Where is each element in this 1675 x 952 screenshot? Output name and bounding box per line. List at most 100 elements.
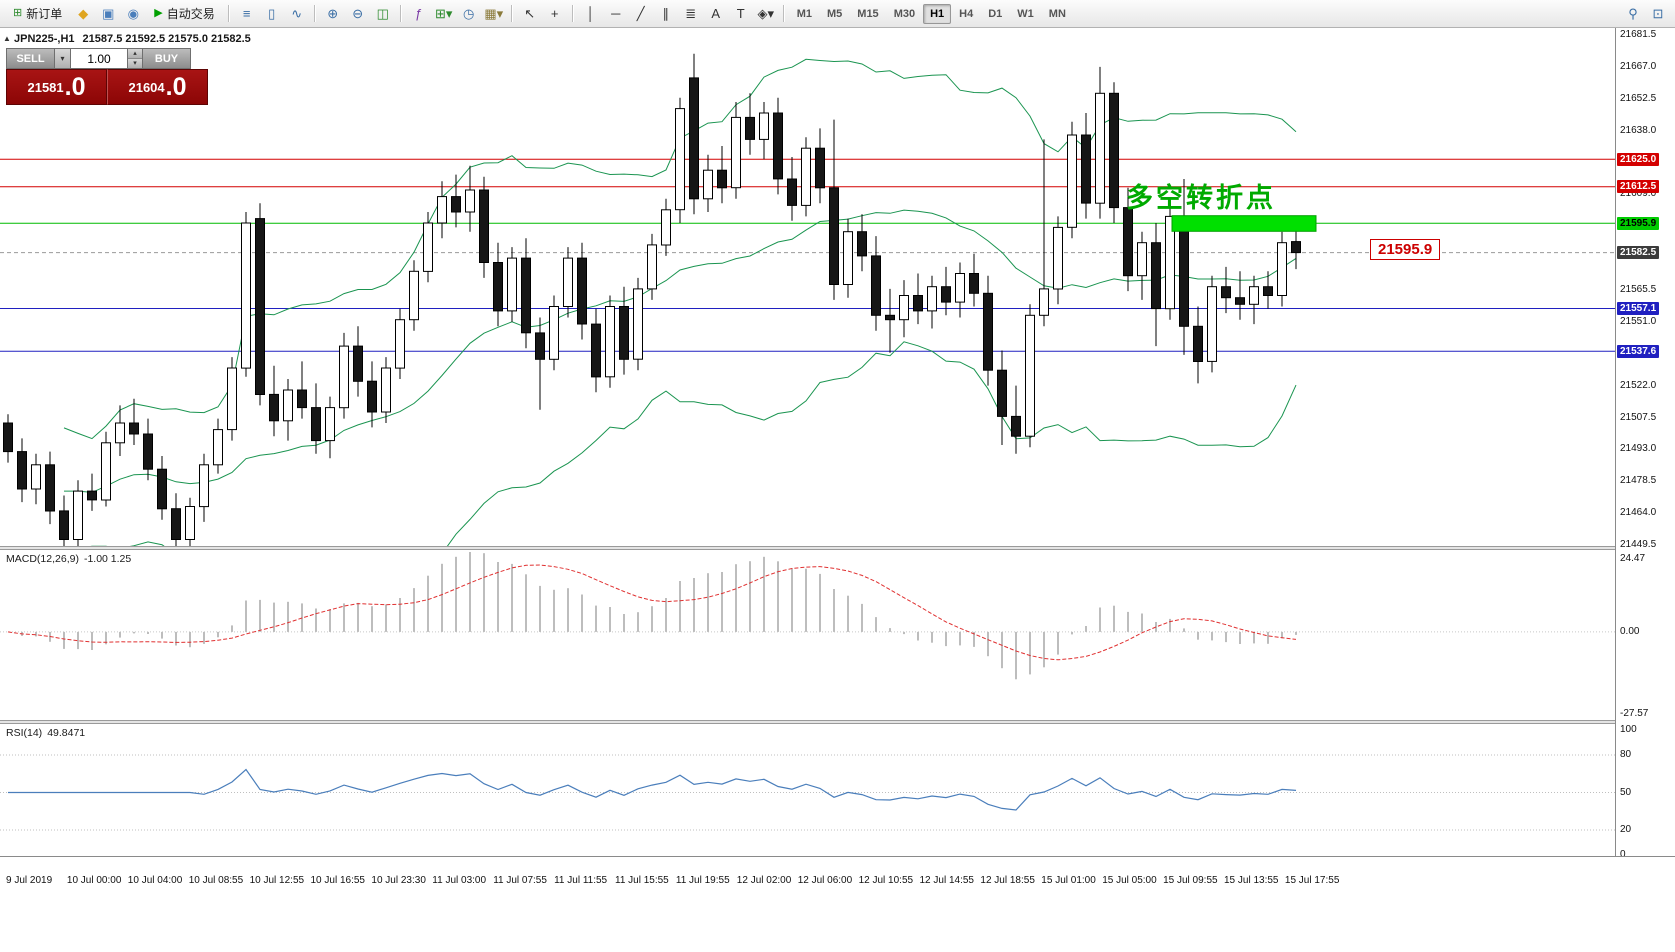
trendline-icon[interactable]: ╱ xyxy=(636,6,645,21)
candle-body xyxy=(1137,242,1147,277)
candle-body xyxy=(283,389,293,422)
zoom-out-icon[interactable]: ⊖ xyxy=(352,6,364,21)
time-axis-label: 11 Jul 03:00 xyxy=(432,875,487,886)
candle-body xyxy=(129,422,139,435)
timeframe-M1[interactable]: M1 xyxy=(796,7,812,20)
sell-price-box[interactable]: 21581.0 xyxy=(6,69,107,105)
macd-histogram xyxy=(21,552,1297,680)
candlestick-mode-icon[interactable]: ▯ xyxy=(268,6,276,21)
chart-annotation-text[interactable]: 多空转折点 xyxy=(1126,183,1276,214)
price-scale-badge: 21557.1 xyxy=(1617,301,1660,315)
rsi-indicator-pane[interactable]: RSI(14) 49.8471 xyxy=(0,724,1615,856)
label-icon[interactable]: T xyxy=(736,6,745,21)
tile-windows-icon[interactable]: ◫ xyxy=(376,6,389,21)
candle-body xyxy=(311,407,321,442)
candle-body xyxy=(1249,286,1259,305)
candle-body xyxy=(1291,241,1301,254)
price-scale-label: 21652.5 xyxy=(1620,92,1657,104)
horizontal-line-icon[interactable]: ─ xyxy=(611,6,621,21)
candle-body xyxy=(1123,207,1133,277)
channel-icon[interactable]: ∥ xyxy=(662,6,669,21)
line-chart-mode-icon[interactable]: ∿ xyxy=(291,6,303,21)
main-chart-pane[interactable]: ▲ JPN225-,H1 21587.5 21592.5 21575.0 2158… xyxy=(0,28,1615,546)
price-scale-badge: 21537.6 xyxy=(1617,344,1660,358)
text-icon[interactable]: A xyxy=(711,6,721,21)
templates-icon[interactable]: ▦▾ xyxy=(484,6,504,21)
highlight-rectangle[interactable] xyxy=(1171,215,1317,232)
timeframe-M5[interactable]: M5 xyxy=(827,7,843,20)
price-callout[interactable]: 21595.9 xyxy=(1370,239,1441,260)
autotrading-button[interactable]: ▶ 自动交易 xyxy=(146,3,222,25)
bar-chart-mode-icon[interactable]: ≡ xyxy=(242,6,251,21)
timeframe-H1[interactable]: H1 xyxy=(923,3,952,24)
new-order-button[interactable]: ⊞ 新订单 xyxy=(5,3,70,25)
pane-splitter[interactable] xyxy=(0,720,1675,724)
candle-body xyxy=(829,187,839,285)
buy-price-box[interactable]: 21604.0 xyxy=(107,69,208,105)
time-axis-label: 12 Jul 10:55 xyxy=(858,875,914,886)
time-axis-label: 11 Jul 11:55 xyxy=(554,875,608,886)
volume-spinner: ▴ ▾ xyxy=(128,48,142,69)
periods-icon[interactable]: ◷ xyxy=(463,6,475,21)
buy-button[interactable]: BUY xyxy=(142,48,191,69)
symbol-name: JPN225-,H1 xyxy=(14,33,75,45)
search-icon[interactable]: ⚲ xyxy=(1628,6,1638,21)
cursor-icon[interactable]: ↖ xyxy=(524,6,536,21)
price-scale-badge: 21612.5 xyxy=(1617,180,1660,194)
market-watch-icon[interactable]: ▣ xyxy=(102,6,115,21)
candle-body xyxy=(1193,325,1203,362)
crosshair-icon[interactable]: + xyxy=(550,6,559,21)
volume-down-button[interactable]: ▾ xyxy=(128,59,142,68)
candle-body xyxy=(535,332,545,360)
candle-body xyxy=(367,380,377,413)
candle-body xyxy=(857,231,867,257)
candle-body xyxy=(1221,286,1231,299)
indicators-icon[interactable]: ƒ xyxy=(415,6,423,21)
candle-body xyxy=(1025,314,1035,437)
price-scale-label: 21667.0 xyxy=(1620,60,1657,72)
timeframe-M15[interactable]: M15 xyxy=(857,7,879,20)
timeframe-H4[interactable]: H4 xyxy=(959,7,974,20)
toolbar-separator xyxy=(227,5,230,22)
candle-body xyxy=(31,464,41,490)
price-scale-label: 21464.0 xyxy=(1620,507,1657,519)
fibonacci-icon[interactable]: ≣ xyxy=(685,6,697,21)
time-axis-label: 10 Jul 16:55 xyxy=(310,875,366,886)
indicators-add-icon[interactable]: ⊞▾ xyxy=(435,6,453,21)
zoom-in-icon[interactable]: ⊕ xyxy=(327,6,339,21)
price-chart[interactable] xyxy=(0,28,1615,546)
time-axis-label: 10 Jul 08:55 xyxy=(188,875,244,886)
candle-body xyxy=(325,407,335,442)
timeframe-W1[interactable]: W1 xyxy=(1017,7,1034,20)
volume-up-button[interactable]: ▴ xyxy=(128,49,142,59)
macd-scale-label: -27.57 xyxy=(1620,708,1649,719)
macd-indicator-pane[interactable]: MACD(12,26,9) -1.00 1.25 xyxy=(0,550,1615,720)
volume-input[interactable] xyxy=(71,48,128,69)
candle-body xyxy=(1277,242,1287,296)
candle-body xyxy=(913,295,923,312)
timeframe-MN[interactable]: MN xyxy=(1048,7,1066,20)
timeframe-M30[interactable]: M30 xyxy=(893,7,916,20)
sell-button[interactable]: SELL xyxy=(6,48,55,69)
candle-body xyxy=(759,112,769,140)
candle-body xyxy=(297,389,307,409)
metaeditor-icon[interactable]: ◆ xyxy=(78,6,89,21)
candle-body xyxy=(1151,242,1161,310)
volume-dropdown-icon[interactable]: ▾ xyxy=(55,48,71,69)
time-axis-label: 12 Jul 06:00 xyxy=(797,875,853,886)
candle-body xyxy=(87,490,97,501)
one-click-toggle-icon[interactable]: ▲ xyxy=(3,34,11,43)
price-scale[interactable]: 21681.5 21667.0 21652.5 21638.0 21609.0 21565… xyxy=(1615,28,1675,890)
new-window-icon[interactable]: ⊡ xyxy=(1652,6,1664,21)
candle-body xyxy=(17,451,27,490)
vertical-line-icon[interactable]: │ xyxy=(586,6,595,21)
rsi-scale-label: 100 xyxy=(1620,724,1637,735)
candle-body xyxy=(997,369,1007,417)
candle-body xyxy=(633,288,643,360)
time-scale[interactable]: 9 Jul 2019 10 Jul 00:00 10 Jul 04:00 10 Jul… xyxy=(0,856,1675,891)
navigator-icon[interactable]: ◉ xyxy=(127,6,139,21)
timeframe-D1[interactable]: D1 xyxy=(988,7,1003,20)
pane-splitter[interactable] xyxy=(0,546,1675,550)
candle-body xyxy=(815,147,825,189)
shapes-icon[interactable]: ◈▾ xyxy=(757,6,774,21)
